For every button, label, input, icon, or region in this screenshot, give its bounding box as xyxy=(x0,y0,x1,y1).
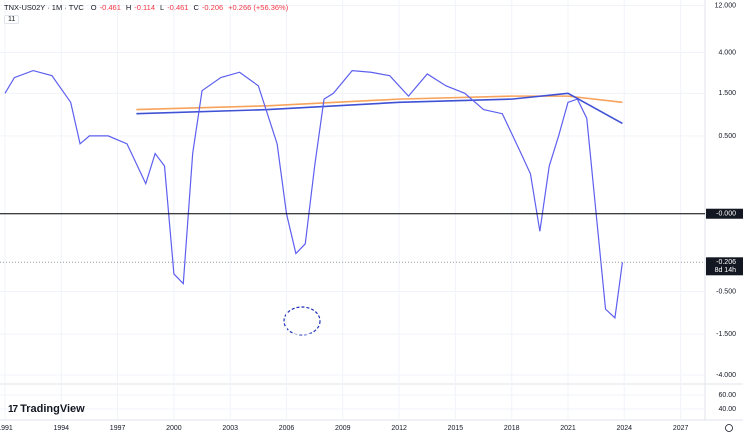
last-price-label: -0.206 xyxy=(716,259,736,266)
symbol[interactable]: TNX-US02Y · 1M · TVC xyxy=(4,3,84,12)
last-price-tag xyxy=(706,257,743,276)
logo: 17 TradingView xyxy=(8,403,85,415)
y-tick-label: 12.000 xyxy=(715,2,737,9)
x-tick-label: 1994 xyxy=(54,425,70,432)
settings-icon[interactable] xyxy=(725,424,733,432)
logo-mark: 17 xyxy=(8,403,18,415)
moving-average xyxy=(136,95,623,111)
ohlc-key: H xyxy=(125,3,132,12)
x-tick-label: 2009 xyxy=(335,425,351,432)
y-tick-label: -1.500 xyxy=(716,331,736,338)
ohlc-key: L xyxy=(160,3,165,12)
ohlc-value: -0.206 xyxy=(201,3,224,12)
y-tick-label: -0.500 xyxy=(716,288,736,295)
x-tick-label: 2015 xyxy=(448,425,464,432)
indicator-toggle[interactable]: 11 xyxy=(4,15,20,24)
legend-header: TNX-US02Y · 1M · TVC O -0.461 H -0.114 L -0… xyxy=(4,3,290,12)
y-tick-label: 60.00 xyxy=(718,392,736,399)
countdown-label: 8d 14h xyxy=(715,267,737,274)
ohlc-value: -0.461 xyxy=(167,3,189,12)
x-tick-label: 2012 xyxy=(391,425,407,432)
y-tick-label: 40.00 xyxy=(718,406,736,413)
ohlc-value: -0.461 xyxy=(99,3,121,12)
y-tick-label: 4.000 xyxy=(718,49,736,56)
highlight-ellipse xyxy=(283,306,321,336)
ohlc-key: C xyxy=(193,3,199,12)
moving-average xyxy=(136,92,623,125)
y-tick-label: 0.500 xyxy=(718,133,736,140)
x-tick-label: 2000 xyxy=(166,425,182,432)
x-tick-label: 2006 xyxy=(279,425,295,432)
x-tick-label: 2003 xyxy=(222,425,238,432)
x-tick-label: 2027 xyxy=(673,425,689,432)
x-tick-label: 1997 xyxy=(110,425,126,432)
ohlc-key: O xyxy=(90,3,97,12)
y-tick-label: -4.000 xyxy=(716,372,736,379)
ohlc-value: -0.114 xyxy=(134,3,156,12)
x-tick-label: 2021 xyxy=(560,425,576,432)
x-tick-label: 2024 xyxy=(617,425,633,432)
x-tick-label: 1991 xyxy=(0,425,13,432)
hline-tag xyxy=(706,208,743,219)
logo-text: TradingView xyxy=(20,403,85,415)
y-tick-label: 1.500 xyxy=(718,90,736,97)
hline-tag-label: -0.000 xyxy=(716,211,736,218)
x-tick-label: 2018 xyxy=(504,425,520,432)
price-line xyxy=(4,69,624,320)
change: +0.266 (+56.36%) xyxy=(228,3,289,12)
